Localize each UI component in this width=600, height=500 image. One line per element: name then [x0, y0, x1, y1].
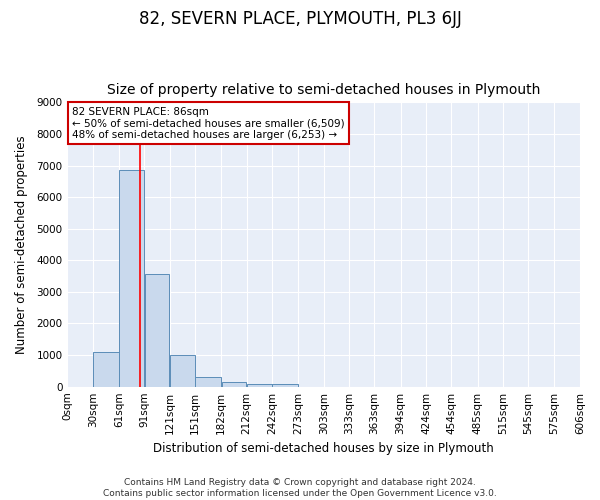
Text: 82, SEVERN PLACE, PLYMOUTH, PL3 6JJ: 82, SEVERN PLACE, PLYMOUTH, PL3 6JJ	[139, 10, 461, 28]
Bar	[119, 170, 144, 386]
Title: Size of property relative to semi-detached houses in Plymouth: Size of property relative to semi-detach…	[107, 83, 541, 97]
Bar	[272, 384, 298, 386]
Bar	[195, 376, 221, 386]
Text: Contains HM Land Registry data © Crown copyright and database right 2024.
Contai: Contains HM Land Registry data © Crown c…	[103, 478, 497, 498]
Bar	[170, 355, 195, 386]
Bar	[93, 352, 119, 386]
Bar	[247, 384, 272, 386]
Bar	[145, 274, 169, 386]
Y-axis label: Number of semi-detached properties: Number of semi-detached properties	[15, 135, 28, 354]
X-axis label: Distribution of semi-detached houses by size in Plymouth: Distribution of semi-detached houses by …	[153, 442, 494, 455]
Bar	[221, 382, 247, 386]
Text: 82 SEVERN PLACE: 86sqm
← 50% of semi-detached houses are smaller (6,509)
48% of : 82 SEVERN PLACE: 86sqm ← 50% of semi-det…	[73, 106, 345, 140]
